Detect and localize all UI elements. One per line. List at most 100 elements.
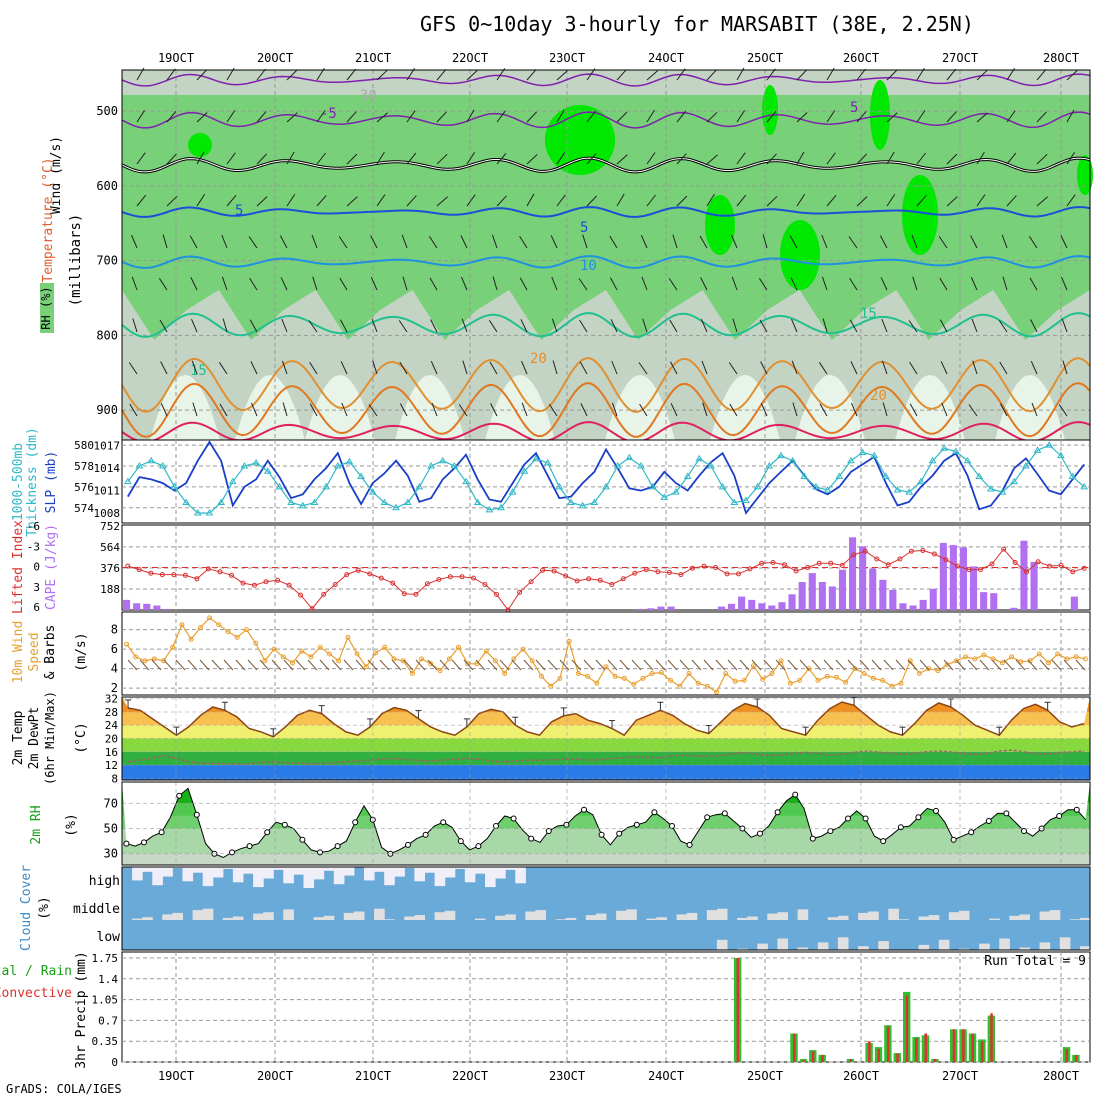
label-2m-rh: 2m RH (29, 805, 44, 844)
wind-barb (940, 361, 948, 375)
cloud-mid-cell (716, 908, 728, 920)
cape-bar (859, 546, 867, 611)
wind-barb-10m (211, 659, 222, 671)
thickness-point (135, 462, 144, 469)
wind-speed-point (566, 638, 572, 644)
temp-band (122, 738, 1090, 752)
cloud-mid-cell (676, 914, 688, 920)
top-time-tick-label: 25OCT (747, 51, 783, 65)
wind-speed-point (704, 683, 710, 689)
thickness-point (975, 472, 984, 479)
temp-tick-label: 16 (105, 746, 118, 759)
wind-barb (376, 151, 385, 165)
precip-convective-bar (849, 1059, 852, 1062)
cloud-mid-cell (505, 914, 516, 920)
cape-bar (768, 605, 776, 610)
wind-barb (796, 112, 808, 123)
precip-convective-bar (736, 958, 740, 1062)
wind-barb-10m (1015, 659, 1026, 671)
label-thickness-2: Thickness (dm) (25, 427, 40, 537)
cape-bar (133, 603, 141, 610)
li-point (471, 575, 476, 581)
rh-point (651, 809, 658, 816)
thickness-point (753, 482, 762, 490)
wind-barb (466, 194, 476, 207)
cloud-high-cell (394, 867, 405, 877)
wind-barb (766, 68, 776, 81)
li-point (1047, 563, 1053, 569)
wind-barb (519, 235, 528, 249)
wind-speed-point (336, 658, 342, 664)
li-point (217, 569, 223, 575)
precip-tick-label: 1.4 (98, 973, 118, 986)
label-precip: 3hr Precip (mm) (74, 951, 89, 1068)
wind-speed-point (419, 656, 425, 662)
rh-point (123, 840, 130, 847)
top-time-tick-label: 20OCT (257, 51, 293, 65)
rh-point (141, 839, 147, 846)
wind-barb (308, 320, 318, 333)
thickness-point (217, 498, 226, 506)
wind-barb (519, 277, 528, 291)
contour-temp-25 (121, 382, 1091, 438)
cloud-low-cell (1019, 947, 1030, 950)
li-point (586, 576, 592, 582)
cape-bar (798, 582, 806, 610)
thickness-point (742, 496, 750, 503)
contour-label: 10 (580, 258, 597, 274)
wind-barb-10m (595, 659, 606, 671)
wind-speed-point (714, 689, 720, 695)
cloud-mid-cell (747, 916, 758, 920)
cloud-high-cell (192, 867, 204, 873)
wind-barb (371, 318, 378, 333)
wind-barb (586, 153, 597, 165)
wind-barb (338, 236, 348, 249)
rh-moist-patch (1077, 155, 1093, 195)
precip-convective-bar (1074, 1054, 1078, 1062)
temp-tick-label: 12 (105, 759, 118, 772)
cloud-high-cell (222, 867, 234, 869)
cape-bar (758, 603, 766, 610)
wind-barb (221, 234, 228, 249)
rh-point (950, 836, 957, 843)
precip-convective-bar (952, 1029, 956, 1062)
cloud-mid-cell (474, 918, 486, 920)
wind-barb (851, 402, 858, 417)
wind-barb (280, 277, 288, 291)
cloud-high-cell (474, 867, 486, 874)
li-point (816, 560, 822, 566)
contour-temp-10 (121, 255, 1091, 269)
wind-speed-point (1064, 656, 1070, 662)
wind-barb (791, 360, 798, 375)
wind-barb-10m (619, 659, 630, 671)
wind-speed-point (326, 651, 332, 657)
cloud-mid-cell (253, 913, 264, 920)
wind-barb-10m (823, 659, 834, 671)
li-point (701, 563, 707, 569)
wind-barb (728, 362, 738, 375)
wind-barb-10m (343, 659, 354, 671)
wind-speed-point (456, 644, 461, 650)
rh-point (704, 814, 711, 821)
thickness-point (485, 505, 494, 513)
label-total-rain: Total / Rain (0, 964, 72, 979)
wind-barb (670, 403, 678, 417)
wind-barb (758, 278, 768, 291)
rh-point (563, 821, 570, 828)
wind-barb (640, 234, 648, 249)
precip-convective-bar (868, 1041, 871, 1062)
thickness-point (532, 454, 540, 462)
cape-bar (143, 603, 151, 610)
wind-barb (578, 278, 588, 291)
precip-convective-bar (896, 1053, 899, 1062)
wind-barb (251, 402, 258, 417)
wind-barb-10m (235, 659, 246, 671)
temp-band (122, 765, 1090, 780)
cloud-low-cell (757, 943, 768, 950)
wind-barb (580, 403, 588, 417)
cloud-high-cell (293, 867, 304, 875)
cloud-mid-cell (1079, 917, 1091, 920)
wind-speed-point (161, 658, 166, 664)
li-point (885, 562, 891, 568)
cloud-mid-cell (192, 910, 204, 920)
